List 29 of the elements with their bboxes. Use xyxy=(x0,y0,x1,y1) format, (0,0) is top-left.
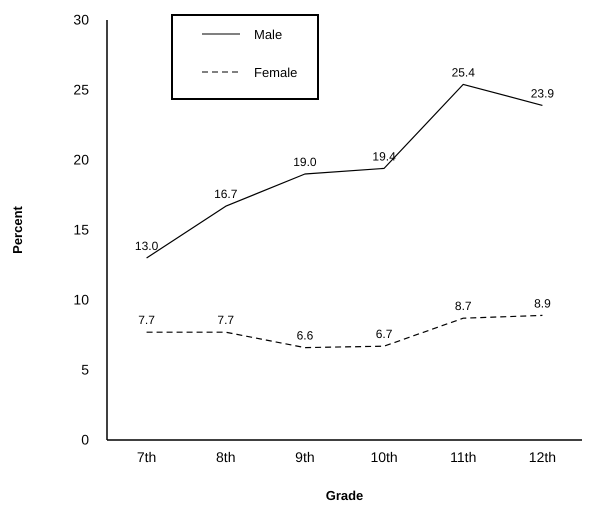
y-tick-label: 25 xyxy=(73,81,90,98)
y-tick-label: 5 xyxy=(81,361,90,378)
data-label: 6.7 xyxy=(376,327,393,342)
data-label: 19.0 xyxy=(293,155,317,169)
data-label: 16.7 xyxy=(214,187,238,202)
x-tick-label: 10th xyxy=(370,448,398,465)
legend-label: Male xyxy=(254,27,282,42)
y-axis-title: Percent xyxy=(10,205,25,254)
data-label: 8.9 xyxy=(534,296,552,310)
y-tick-label: 30 xyxy=(73,11,90,28)
x-tick-label: 7th xyxy=(136,448,156,465)
y-tick-label: 0 xyxy=(81,431,90,448)
legend-label: Female xyxy=(254,65,298,80)
x-tick-label: 8th xyxy=(216,448,236,465)
data-label: 6.6 xyxy=(296,328,314,343)
data-label: 23.9 xyxy=(530,86,554,100)
x-tick-label: 11th xyxy=(450,448,476,465)
data-label: 19.4 xyxy=(372,149,396,164)
y-tick-label: 20 xyxy=(73,151,90,168)
data-label: 25.4 xyxy=(452,65,476,80)
y-tick-label: 15 xyxy=(73,221,90,238)
data-label: 7.7 xyxy=(138,313,156,328)
data-label: 13.0 xyxy=(134,239,159,253)
data-label: 7.7 xyxy=(217,313,234,328)
x-tick-label: 12th xyxy=(528,448,556,465)
data-label: 8.7 xyxy=(454,299,472,314)
x-tick-label: 9th xyxy=(295,448,315,465)
y-tick-label: 10 xyxy=(73,291,90,308)
x-axis-title: Grade xyxy=(326,488,364,503)
